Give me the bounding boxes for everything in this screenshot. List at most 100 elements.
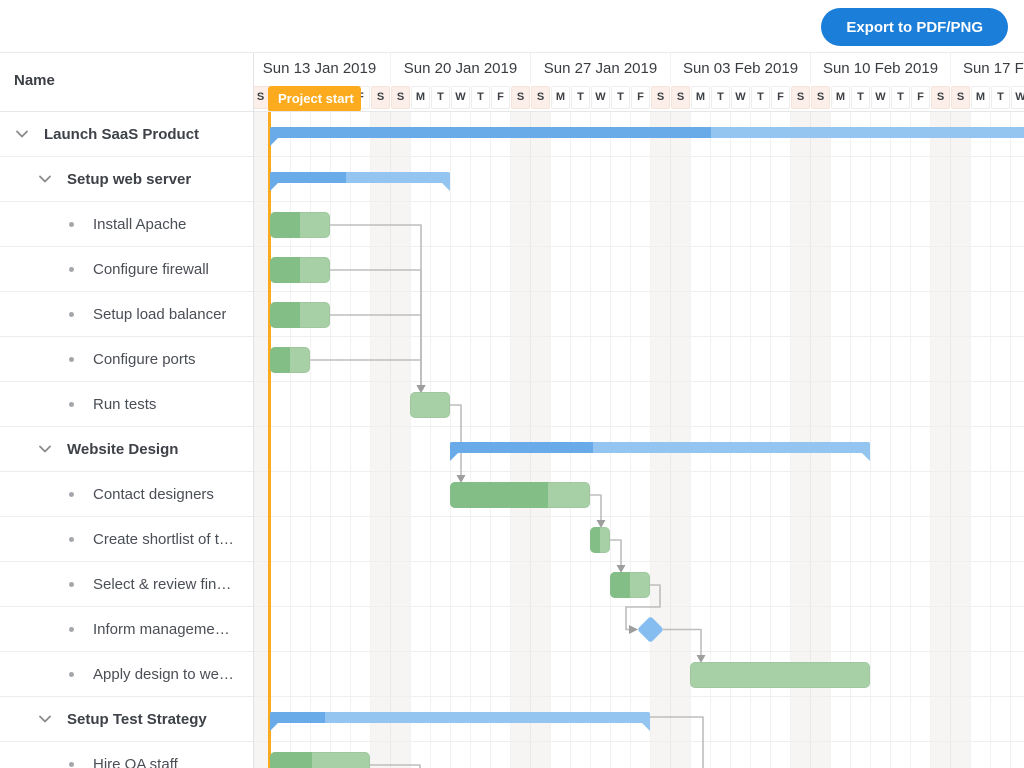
day-gridline xyxy=(950,112,951,768)
chevron-down-icon[interactable] xyxy=(39,715,51,723)
task-row-contact-designers[interactable]: Contact designers xyxy=(0,472,253,517)
task-row-website-design[interactable]: Website Design xyxy=(0,427,253,472)
bullet-icon xyxy=(68,401,74,407)
summary-bar-website-design[interactable] xyxy=(450,442,870,462)
leaf-bullet xyxy=(58,356,84,362)
chevron-down-icon[interactable] xyxy=(16,130,28,138)
export-button[interactable]: Export to PDF/PNG xyxy=(821,8,1008,46)
task-name-label: Install Apache xyxy=(93,215,187,233)
weekend-stripe xyxy=(670,112,690,768)
chart-row xyxy=(253,607,1024,652)
day-header-cell: W xyxy=(591,86,610,109)
dependency-line xyxy=(650,716,704,768)
task-row-select-review[interactable]: Select & review fin… xyxy=(0,562,253,607)
expand-collapse-toggle[interactable] xyxy=(32,715,58,723)
task-bar-progress xyxy=(610,572,630,598)
bullet-icon xyxy=(68,491,74,497)
leaf-bullet xyxy=(58,671,84,677)
day-header-cell: T xyxy=(471,86,490,109)
task-bar-setup-load-balancer[interactable] xyxy=(270,302,330,328)
dependency-line xyxy=(590,494,602,522)
bullet-icon xyxy=(68,626,74,632)
project-start-line xyxy=(268,112,271,768)
day-gridline xyxy=(650,112,651,768)
summary-bar-setup-test-strategy[interactable] xyxy=(270,712,650,732)
task-row-configure-firewall[interactable]: Configure firewall xyxy=(0,247,253,292)
task-bar-install-apache[interactable] xyxy=(270,212,330,238)
task-bar-hire-qa-staff[interactable] xyxy=(270,752,370,768)
dependency-layer xyxy=(310,224,706,768)
day-header-cell: S xyxy=(391,86,410,109)
task-name-label: Setup load balancer xyxy=(93,305,227,323)
task-name-label: Setup Test Strategy xyxy=(67,710,207,728)
day-gridline xyxy=(610,112,611,768)
leaf-bullet xyxy=(58,581,84,587)
chevron-down-icon[interactable] xyxy=(39,445,51,453)
task-bar-apply-design[interactable] xyxy=(690,662,870,688)
task-row-inform-management[interactable]: Inform manageme… xyxy=(0,607,253,652)
expand-collapse-toggle[interactable] xyxy=(32,175,58,183)
bullet-icon xyxy=(68,581,74,587)
day-gridline xyxy=(310,112,311,768)
task-row-configure-ports[interactable]: Configure ports xyxy=(0,337,253,382)
day-gridline xyxy=(490,112,491,768)
day-gridline xyxy=(430,112,431,768)
task-name-label: Configure firewall xyxy=(93,260,209,278)
day-gridline xyxy=(910,112,911,768)
day-gridline xyxy=(390,112,391,768)
day-gridline xyxy=(370,112,371,768)
chart-row xyxy=(253,472,1024,517)
task-row-apply-design[interactable]: Apply design to we… xyxy=(0,652,253,697)
task-row-run-tests[interactable]: Run tests xyxy=(0,382,253,427)
day-header-cell: T xyxy=(431,86,450,109)
weekend-stripe xyxy=(530,112,550,768)
summary-notch-left-icon xyxy=(450,452,459,461)
task-bar-contact-designers[interactable] xyxy=(450,482,590,508)
summary-notch-right-icon xyxy=(641,722,650,731)
task-bar-progress xyxy=(270,257,300,283)
dependency-arrow-icon xyxy=(616,565,626,573)
summary-notch-left-icon xyxy=(270,137,279,146)
bullet-icon xyxy=(68,221,74,227)
day-gridline xyxy=(290,112,291,768)
task-row-setup-web-server[interactable]: Setup web server xyxy=(0,157,253,202)
task-row-install-apache[interactable]: Install Apache xyxy=(0,202,253,247)
day-gridline xyxy=(670,112,671,768)
task-row-launch-saas-product[interactable]: Launch SaaS Product xyxy=(0,112,253,157)
summary-bar-launch-saas-product[interactable] xyxy=(270,127,1024,147)
task-bar-configure-ports[interactable] xyxy=(270,347,310,373)
day-header-cell: T xyxy=(991,86,1010,109)
project-start-marker-label: Project start xyxy=(268,86,361,111)
day-header-cell: W xyxy=(731,86,750,109)
day-gridline xyxy=(870,112,871,768)
bullet-icon xyxy=(68,266,74,272)
task-row-setup-load-balancer[interactable]: Setup load balancer xyxy=(0,292,253,337)
task-bar-create-shortlist[interactable] xyxy=(590,527,610,553)
day-header-cell: T xyxy=(891,86,910,109)
task-bar-select-review[interactable] xyxy=(610,572,650,598)
task-row-hire-qa-staff[interactable]: Hire QA staff xyxy=(0,742,253,768)
chart-row xyxy=(253,202,1024,247)
expand-collapse-toggle[interactable] xyxy=(32,445,58,453)
day-header-cell: S xyxy=(531,86,550,109)
chevron-down-icon[interactable] xyxy=(39,175,51,183)
day-gridline xyxy=(330,112,331,768)
dependency-line xyxy=(625,584,661,631)
leaf-bullet xyxy=(58,626,84,632)
task-bar-configure-firewall[interactable] xyxy=(270,257,330,283)
timeline-header: Sun 13 Jan 2019 Sun 20 Jan 2019 Sun 27 Jan… xyxy=(253,52,1024,112)
chart-row xyxy=(253,697,1024,742)
weekend-stripe xyxy=(950,112,970,768)
task-bar-run-tests[interactable] xyxy=(410,392,450,418)
expand-collapse-toggle[interactable] xyxy=(9,130,35,138)
summary-notch-left-icon xyxy=(270,182,279,191)
task-row-setup-test-strategy[interactable]: Setup Test Strategy xyxy=(0,697,253,742)
summary-bar-setup-web-server[interactable] xyxy=(270,172,450,192)
weekend-stripe xyxy=(510,112,530,768)
chart-row xyxy=(253,427,1024,472)
task-row-create-shortlist[interactable]: Create shortlist of t… xyxy=(0,517,253,562)
day-header-cell: T xyxy=(711,86,730,109)
task-name-label: Configure ports xyxy=(93,350,196,368)
task-bar-progress xyxy=(450,482,548,508)
day-header-cell: M xyxy=(971,86,990,109)
